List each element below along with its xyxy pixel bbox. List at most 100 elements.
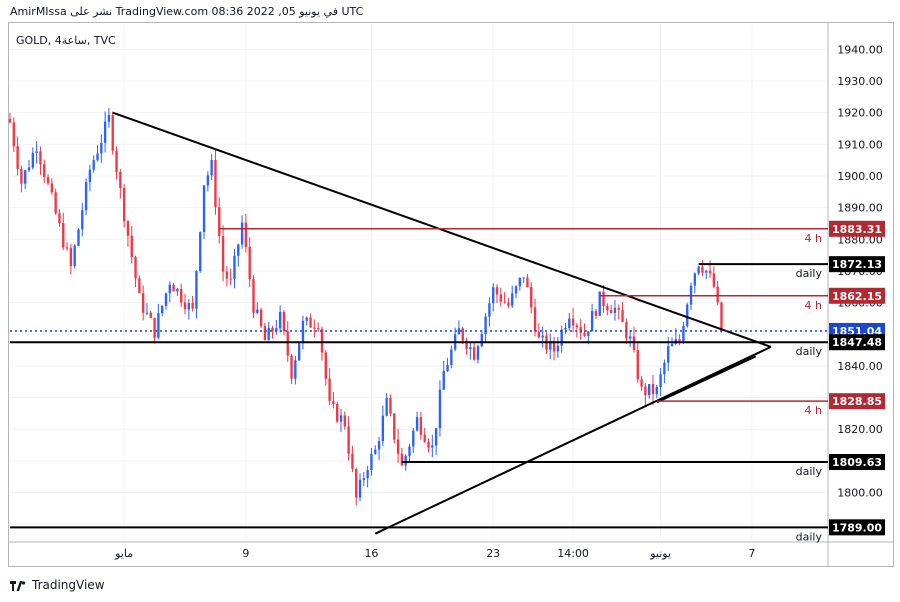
candle-body [606, 306, 609, 311]
candle-body [377, 441, 381, 450]
candle-body [88, 169, 92, 183]
price-tick-label: 1800.00 [837, 487, 883, 500]
candle-body [434, 428, 438, 446]
candle-body [191, 303, 194, 309]
candle-body [484, 316, 487, 335]
candle-body [176, 289, 179, 292]
candle-body [549, 341, 552, 350]
candle-body [472, 347, 476, 360]
candle-body [469, 347, 472, 350]
candle-body [84, 182, 88, 211]
candle-body [419, 417, 423, 435]
candle-body [400, 453, 404, 466]
candle-body [522, 277, 525, 279]
price-label-text: 1809.63 [832, 456, 882, 469]
candle-body [518, 277, 522, 287]
candle-body [336, 403, 339, 422]
candle-body [100, 142, 103, 154]
candle-body [705, 270, 708, 273]
candle-body [244, 222, 248, 247]
candle-body [408, 446, 411, 456]
candle-body [495, 287, 499, 295]
time-tick-label: مايو [114, 547, 133, 560]
candle-body [708, 270, 712, 274]
candle-body [358, 479, 362, 498]
candle-body [290, 355, 293, 379]
candle-body [423, 434, 426, 442]
time-tick-label: 9 [242, 547, 249, 560]
trendline [374, 345, 772, 535]
candle-body [149, 312, 152, 318]
candle-body [267, 327, 270, 341]
candle-body [297, 343, 301, 361]
candle-body [252, 279, 255, 313]
time-tick-label: 16 [364, 547, 378, 560]
price-tick-label: 1910.00 [837, 138, 883, 151]
price-label-box [829, 519, 885, 536]
candle-body [499, 294, 502, 302]
brand-name: TradingView [32, 578, 105, 592]
candle-body [412, 430, 415, 447]
candle-body [583, 332, 586, 336]
level-tag: 4 h [805, 232, 822, 245]
candle-body [667, 346, 670, 363]
level-tag: 4 h [805, 404, 822, 417]
candle-body [621, 309, 624, 323]
candle-body [248, 246, 251, 280]
price-label-text: 1828.85 [832, 395, 882, 408]
candle-body [111, 115, 114, 151]
candle-body [62, 223, 65, 248]
candle-body [27, 167, 31, 171]
candle-body [202, 185, 206, 233]
candle-body [8, 118, 12, 123]
price-label-text: 1789.00 [832, 521, 882, 534]
candle-body [221, 236, 225, 272]
candle-body [187, 303, 190, 310]
candle-body [655, 387, 658, 395]
candle-body [237, 244, 240, 256]
price-tick-label: 1930.00 [837, 75, 883, 88]
candle-body [461, 328, 464, 341]
price-label-text: 1883.31 [832, 223, 882, 236]
price-tick-label: 1840.00 [837, 360, 883, 373]
candle-body [278, 311, 282, 329]
price-label-box [829, 256, 885, 273]
candle-body [648, 384, 651, 396]
candle-body [96, 153, 99, 161]
price-label-text: 1847.48 [832, 336, 882, 349]
candle-body [598, 291, 601, 316]
candle-body [214, 160, 217, 208]
chart-frame [8, 22, 894, 567]
candle-body [305, 317, 308, 321]
candle-body [632, 336, 636, 351]
candle-body [122, 188, 126, 222]
candle-body [438, 389, 442, 429]
candle-body [81, 210, 84, 230]
candle-body [259, 309, 263, 327]
candle-body [442, 371, 445, 390]
candle-body [180, 289, 183, 303]
candle-body [533, 307, 537, 332]
candle-body [526, 277, 529, 288]
candle-body [552, 341, 556, 352]
candle-body [617, 307, 620, 310]
candle-body [370, 453, 373, 470]
candle-body [389, 398, 392, 414]
candle-body [225, 271, 229, 279]
candle-body [457, 328, 461, 335]
candle-body [381, 415, 385, 442]
candle-body [218, 207, 221, 237]
candle-body [115, 150, 118, 173]
candle-body [256, 309, 259, 313]
price-tick-label: 1900.00 [837, 170, 883, 183]
candle-body [366, 469, 369, 479]
candle-body [659, 374, 662, 388]
candle-body [492, 287, 495, 304]
candle-body [686, 304, 689, 327]
candle-body [587, 331, 590, 336]
candle-body [514, 286, 518, 294]
candle-body [590, 310, 594, 332]
trendline [112, 111, 772, 348]
candle-body [560, 329, 563, 346]
